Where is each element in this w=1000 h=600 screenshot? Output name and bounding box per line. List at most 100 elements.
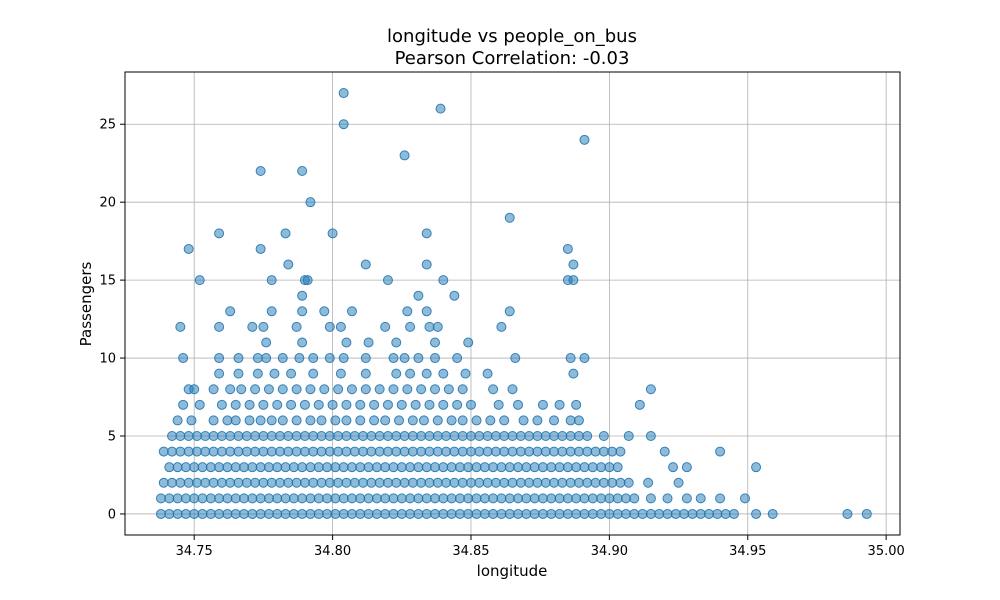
data-point [654,508,665,519]
data-point [266,275,277,286]
data-point [565,431,576,442]
data-point [499,431,510,442]
data-point [363,337,374,348]
data-point [471,415,482,426]
data-point [596,493,607,504]
data-point [363,508,374,519]
data-point [405,508,416,519]
y-tick-label: 25 [99,118,116,133]
data-point [598,431,609,442]
data-point [579,462,590,473]
data-point [446,508,457,519]
data-point [313,508,324,519]
data-point [413,290,424,301]
data-point [371,462,382,473]
data-point [402,384,413,395]
data-point [297,337,308,348]
data-point [341,446,352,457]
data-point [346,306,357,317]
data-point [175,477,186,488]
data-point [446,462,457,473]
data-point [515,446,526,457]
data-point [280,493,291,504]
data-point [557,446,568,457]
data-point [490,446,501,457]
data-point [582,477,593,488]
data-point [308,353,319,364]
data-point [620,493,631,504]
data-point [286,368,297,379]
data-point [391,368,402,379]
data-point [670,508,681,519]
data-point [164,508,175,519]
data-point [557,477,568,488]
data-point [596,508,607,519]
data-point [261,337,272,348]
data-point [421,368,432,379]
data-point [230,399,241,410]
data-point [316,477,327,488]
data-point [396,493,407,504]
data-point [327,228,338,239]
data-point [208,446,219,457]
data-point [452,399,463,410]
data-point [305,508,316,519]
data-point [319,384,330,395]
data-point [283,431,294,442]
data-point [252,368,263,379]
data-point [216,477,227,488]
data-point [554,493,565,504]
data-point [430,508,440,519]
data-point [681,493,692,504]
data-point [308,477,319,488]
data-point [172,415,183,426]
data-point [388,462,399,473]
data-point [291,477,302,488]
data-point [416,446,427,457]
data-point [183,446,194,457]
data-point [554,462,565,473]
data-point [205,462,216,473]
data-point [399,431,410,442]
data-point [178,353,189,364]
data-point [250,431,261,442]
data-point [258,446,269,457]
data-point [244,399,255,410]
data-point [571,399,582,410]
data-point [189,508,200,519]
data-point [263,508,274,519]
data-point [623,477,634,488]
data-point [573,415,584,426]
data-point [346,493,357,504]
data-point [291,384,302,395]
data-point [463,462,474,473]
data-point [590,446,601,457]
data-point [504,212,515,223]
data-point [507,431,518,442]
data-point [432,321,443,332]
data-point [421,259,432,270]
data-point [216,431,227,442]
data-point [230,462,241,473]
data-point [341,337,352,348]
data-points [155,88,872,519]
data-point [637,508,648,519]
data-point [158,446,169,457]
data-point [230,493,241,504]
data-point [615,446,626,457]
data-point [751,462,762,473]
data-point [438,399,449,410]
data-point [175,321,186,332]
data-point [424,446,435,457]
data-point [524,446,535,457]
data-point [189,493,200,504]
data-point [521,462,532,473]
data-point [471,462,482,473]
data-point [582,446,593,457]
data-point [266,477,277,488]
data-point [615,477,626,488]
data-point [460,368,471,379]
data-point [562,508,573,519]
data-point [371,493,382,504]
data-point [252,353,263,364]
